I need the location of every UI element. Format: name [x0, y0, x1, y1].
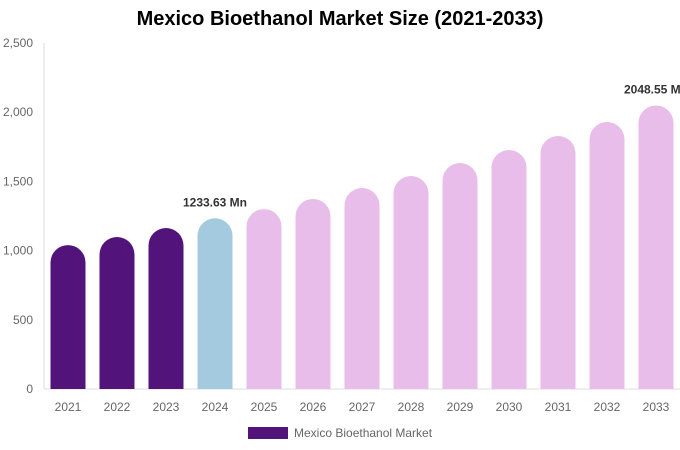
bar-2022 — [99, 237, 135, 389]
bar-2031 — [540, 136, 576, 389]
bar-2033 — [638, 105, 674, 389]
legend-swatch — [248, 427, 288, 439]
bar-2026 — [295, 198, 331, 389]
bar-2032 — [589, 122, 625, 389]
x-tick-label: 2030 — [496, 400, 523, 414]
x-tick-label: 2032 — [594, 400, 621, 414]
x-tick-label: 2021 — [55, 400, 82, 414]
bar-2030 — [491, 149, 527, 389]
data-label-2033: 2048.55 Mn — [624, 82, 680, 96]
bar-2029 — [442, 162, 478, 389]
y-tick-label: 500 — [13, 313, 33, 327]
bar-2023 — [148, 228, 184, 389]
bar-2025 — [246, 209, 282, 389]
bar-2024 — [197, 218, 233, 389]
data-label-2024: 1233.63 Mn — [183, 195, 247, 209]
y-tick-label: 2,000 — [3, 105, 33, 119]
legend: Mexico Bioethanol Market — [248, 426, 432, 440]
x-tick-label: 2027 — [349, 400, 376, 414]
y-tick-label: 1,500 — [3, 174, 33, 188]
chart-title: Mexico Bioethanol Market Size (2021-2033… — [136, 8, 544, 30]
bar-2027 — [344, 188, 380, 389]
y-tick-label: 1,000 — [3, 244, 33, 258]
bar-2028 — [393, 176, 429, 389]
x-tick-label: 2023 — [153, 400, 180, 414]
x-tick-label: 2029 — [447, 400, 474, 414]
x-tick-label: 2031 — [545, 400, 572, 414]
x-tick-label: 2033 — [643, 400, 670, 414]
legend-label: Mexico Bioethanol Market — [294, 426, 433, 440]
x-tick-label: 2025 — [251, 400, 278, 414]
x-tick-label: 2026 — [300, 400, 327, 414]
x-tick-label: 2024 — [202, 400, 229, 414]
x-tick-label: 2028 — [398, 400, 425, 414]
y-tick-label: 2,500 — [3, 36, 33, 50]
bar-2021 — [50, 245, 86, 389]
y-tick-label: 0 — [26, 382, 33, 396]
x-tick-label: 2022 — [104, 400, 131, 414]
